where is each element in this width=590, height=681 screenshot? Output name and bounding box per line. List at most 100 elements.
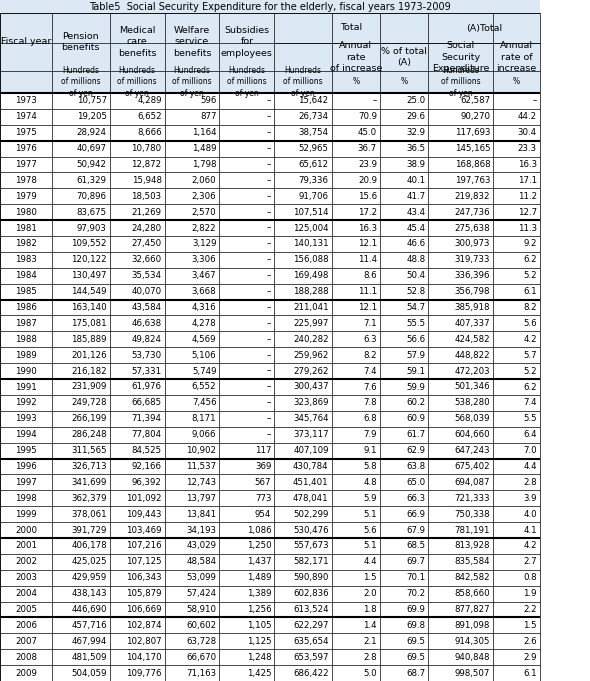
Text: 7.8: 7.8 (363, 398, 377, 407)
Text: 36.5: 36.5 (406, 144, 425, 153)
Text: 40,697: 40,697 (77, 144, 107, 153)
Text: 3,129: 3,129 (192, 240, 217, 249)
Text: 11,537: 11,537 (186, 462, 217, 471)
Text: 201,126: 201,126 (71, 351, 107, 360)
Text: 2.6: 2.6 (523, 637, 537, 646)
Text: 35,534: 35,534 (132, 271, 162, 281)
Text: 2.1: 2.1 (363, 637, 377, 646)
Text: 18,503: 18,503 (132, 192, 162, 201)
Text: 9.2: 9.2 (523, 240, 537, 249)
Text: 65.0: 65.0 (406, 478, 425, 487)
Bar (0, 220, 540, 236)
Text: 891,098: 891,098 (455, 621, 490, 630)
Bar (0, 538, 540, 554)
Bar (165, 13, 219, 71)
Text: 425,025: 425,025 (71, 557, 107, 567)
Bar (0, 395, 540, 411)
Text: 52.8: 52.8 (406, 287, 425, 296)
Text: 32,660: 32,660 (132, 255, 162, 264)
Text: 12.1: 12.1 (358, 240, 377, 249)
Text: 842,582: 842,582 (455, 573, 490, 582)
Text: 5.9: 5.9 (363, 494, 377, 503)
Bar (0, 554, 540, 570)
Text: 275,638: 275,638 (455, 223, 490, 233)
Text: 567: 567 (255, 478, 271, 487)
Text: 1998: 1998 (15, 494, 37, 503)
Text: 2.7: 2.7 (523, 557, 537, 567)
Text: Table5  Social Security Expenditure for the elderly, fiscal years 1973-2009: Table5 Social Security Expenditure for t… (89, 1, 451, 12)
Text: 109,443: 109,443 (126, 509, 162, 519)
Text: 15,642: 15,642 (299, 97, 329, 106)
Text: 101,092: 101,092 (126, 494, 162, 503)
Text: 45.4: 45.4 (406, 223, 425, 233)
Text: 1981: 1981 (15, 223, 37, 233)
Text: Pension
benefits: Pension benefits (61, 32, 100, 52)
Text: 813,928: 813,928 (455, 541, 490, 550)
Bar (428, 43, 493, 71)
Text: 30.4: 30.4 (518, 128, 537, 138)
Text: 1977: 1977 (15, 160, 37, 169)
Text: 66.9: 66.9 (407, 509, 425, 519)
Text: 60,602: 60,602 (186, 621, 217, 630)
Text: 2.8: 2.8 (363, 652, 377, 662)
Text: 940,848: 940,848 (455, 652, 490, 662)
Text: 259,962: 259,962 (293, 351, 329, 360)
Text: 11.4: 11.4 (358, 255, 377, 264)
Text: 858,660: 858,660 (455, 589, 490, 598)
Text: 1996: 1996 (15, 462, 37, 471)
Text: 145,165: 145,165 (455, 144, 490, 153)
Text: 1978: 1978 (15, 176, 37, 185)
Text: 407,337: 407,337 (455, 319, 490, 328)
Text: 2,822: 2,822 (192, 223, 217, 233)
Text: 362,379: 362,379 (71, 494, 107, 503)
Text: 46,638: 46,638 (132, 319, 162, 328)
Text: 1.9: 1.9 (523, 589, 537, 598)
Text: –: – (532, 97, 537, 106)
Text: 10,902: 10,902 (186, 446, 217, 455)
Text: 63,728: 63,728 (186, 637, 217, 646)
Bar (0, 411, 540, 427)
Text: 7.1: 7.1 (363, 319, 377, 328)
Text: –: – (373, 97, 377, 106)
Bar (493, 43, 540, 71)
Text: 13,797: 13,797 (186, 494, 217, 503)
Text: 602,836: 602,836 (293, 589, 329, 598)
Text: 54.7: 54.7 (406, 303, 425, 312)
Text: –: – (267, 398, 271, 407)
Text: 90,270: 90,270 (460, 112, 490, 121)
Bar (110, 13, 165, 71)
Text: –: – (267, 271, 271, 281)
Text: 70.2: 70.2 (406, 589, 425, 598)
Text: 57,331: 57,331 (132, 366, 162, 376)
Text: 914,305: 914,305 (455, 637, 490, 646)
Text: 1,425: 1,425 (247, 669, 271, 678)
Text: 96,392: 96,392 (132, 478, 162, 487)
Bar (332, 13, 380, 43)
Text: 23.3: 23.3 (518, 144, 537, 153)
Text: 1.5: 1.5 (363, 573, 377, 582)
Text: 7.4: 7.4 (523, 398, 537, 407)
Text: 2004: 2004 (15, 589, 37, 598)
Text: 117: 117 (255, 446, 271, 455)
Text: 185,889: 185,889 (71, 335, 107, 344)
Text: 369: 369 (255, 462, 271, 471)
Text: 216,182: 216,182 (71, 366, 107, 376)
Text: 43.4: 43.4 (406, 208, 425, 217)
Text: 4.0: 4.0 (523, 509, 537, 519)
Text: –: – (267, 303, 271, 312)
Text: 1,105: 1,105 (247, 621, 271, 630)
Text: 197,763: 197,763 (455, 176, 490, 185)
Bar (0, 379, 540, 395)
Text: 2007: 2007 (15, 637, 37, 646)
Text: 647,243: 647,243 (455, 446, 490, 455)
Text: 105,879: 105,879 (126, 589, 162, 598)
Text: 1997: 1997 (15, 478, 37, 487)
Text: 55.5: 55.5 (406, 319, 425, 328)
Text: 169,498: 169,498 (293, 271, 329, 281)
Text: 345,764: 345,764 (293, 414, 329, 424)
Text: 2006: 2006 (15, 621, 37, 630)
Text: 406,178: 406,178 (71, 541, 107, 550)
Text: Welfare
service
benefits: Welfare service benefits (173, 27, 211, 58)
Text: 1,164: 1,164 (192, 128, 217, 138)
Text: 61,976: 61,976 (132, 383, 162, 392)
